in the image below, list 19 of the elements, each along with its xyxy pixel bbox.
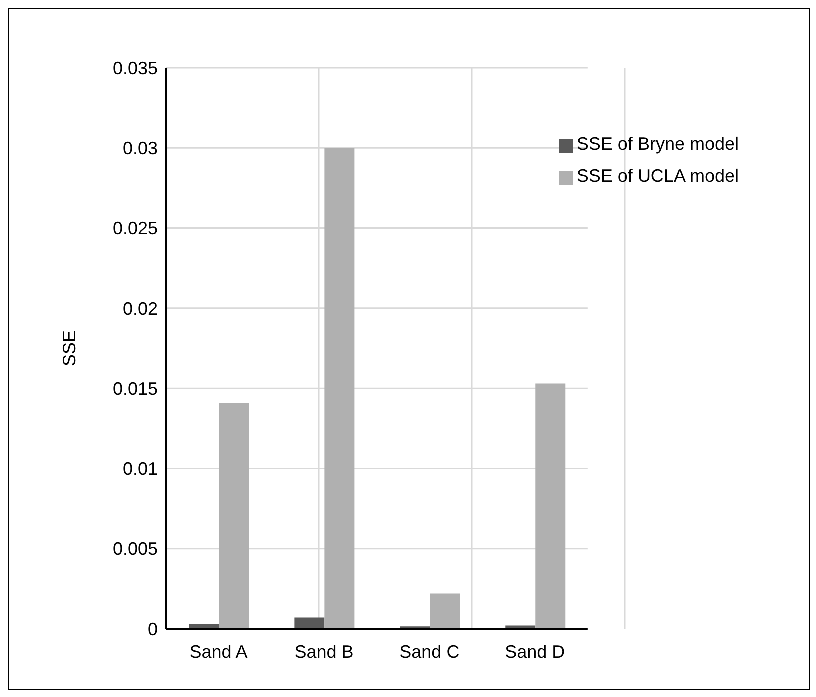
bar [324, 148, 355, 629]
y-axis-title: SSE [59, 330, 80, 367]
legend-label: SSE of UCLA model [576, 166, 739, 186]
x-tick-label: Sand C [400, 642, 460, 662]
y-tick-label: 0.02 [122, 298, 158, 319]
y-tick-label: 0.035 [112, 58, 158, 78]
bar [219, 402, 250, 629]
legend-label: SSE of Bryne model [576, 134, 739, 154]
y-tick-label: 0.005 [112, 539, 158, 560]
y-tick-label: 0.03 [122, 138, 158, 159]
y-tick-label: 0.025 [112, 218, 158, 239]
y-tick-label: 0.01 [122, 459, 158, 480]
x-tick-label: Sand B [294, 642, 354, 662]
x-tick-label: Sand A [190, 642, 248, 662]
y-tick-label: 0.015 [112, 378, 158, 399]
y-tick-label: 0 [148, 619, 158, 640]
bar [430, 594, 460, 629]
x-tick-label: Sand D [505, 642, 566, 662]
bar [536, 384, 566, 629]
